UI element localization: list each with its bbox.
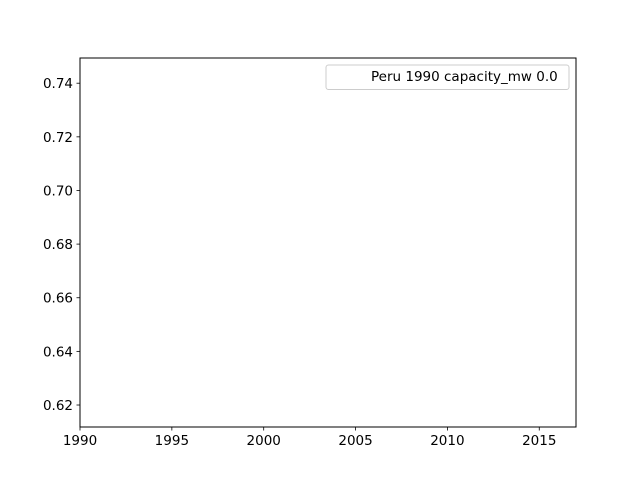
plot-area-frame bbox=[79, 57, 577, 428]
y-tick-label: 0.68 bbox=[43, 237, 73, 253]
y-axis-ticks: 0.62 0.64 0.66 0.68 0.70 0.72 0.74 bbox=[43, 76, 80, 414]
y-tick-label: 0.72 bbox=[43, 130, 73, 146]
x-tick-label: 1990 bbox=[63, 433, 97, 449]
legend-entry-label: Peru 1990 capacity_mw 0.0 bbox=[371, 69, 558, 85]
x-axis-ticks: 1990 1995 2000 2005 2010 2015 bbox=[63, 427, 556, 449]
legend-box bbox=[325, 64, 570, 90]
x-tick-label: 2005 bbox=[338, 433, 372, 449]
y-tick-label: 0.64 bbox=[43, 344, 73, 360]
x-tick-label: 2015 bbox=[522, 433, 556, 449]
y-tick-label: 0.66 bbox=[43, 291, 73, 307]
x-tick-label: 1995 bbox=[155, 433, 189, 449]
y-tick-label: 0.74 bbox=[43, 76, 73, 92]
x-tick-label: 2000 bbox=[247, 433, 281, 449]
x-tick-label: 2010 bbox=[430, 433, 464, 449]
legend: Peru 1990 capacity_mw 0.0 bbox=[325, 64, 570, 90]
y-tick-label: 0.62 bbox=[43, 398, 73, 414]
y-tick-label: 0.70 bbox=[43, 183, 73, 199]
